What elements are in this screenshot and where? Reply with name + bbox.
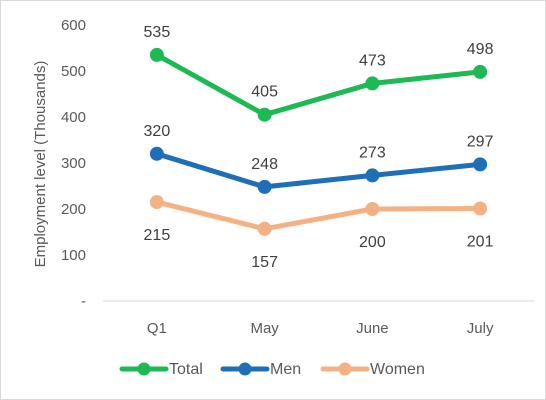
series-line-men — [154, 151, 483, 190]
point-men-q1 — [149, 146, 164, 161]
series-line-women — [154, 199, 483, 232]
legend-marker-total — [137, 362, 151, 376]
y-tick-label-500: 500 — [61, 63, 86, 80]
y-tick-label-300: 300 — [61, 155, 86, 172]
y-tick-label-100: 100 — [61, 247, 86, 264]
x-tick-label-q1: Q1 — [147, 320, 167, 337]
y-tick-label-: - — [81, 293, 86, 310]
y-axis-title: Employment level (Thousands) — [32, 61, 49, 268]
data-label-men-q1: 320 — [144, 123, 171, 140]
point-men-june — [365, 168, 380, 183]
point-total-june — [365, 76, 380, 91]
point-women-june — [365, 202, 380, 216]
point-women-q1 — [149, 195, 164, 210]
data-label-total-may: 405 — [251, 84, 278, 101]
data-label-women-july: 201 — [467, 234, 494, 251]
data-label-women-june: 200 — [359, 234, 386, 251]
legend-label-men: Men — [270, 361, 301, 378]
y-tick-label-600: 600 — [61, 17, 86, 34]
series-layer: 535 405 473 498 320 248 273 297 215 157 200 201 — [144, 24, 494, 271]
data-label-men-may: 248 — [251, 156, 278, 173]
series-line-total — [154, 52, 483, 118]
legend: Total Men Women — [119, 361, 425, 378]
point-men-july — [473, 157, 488, 172]
legend-marker-men — [238, 362, 252, 376]
y-axis: - 100 200 300 400 500 600 — [61, 17, 86, 310]
data-label-women-q1: 215 — [144, 227, 171, 244]
x-axis: Q1 May June July — [103, 300, 534, 337]
point-total-q1 — [149, 47, 164, 62]
data-label-men-july: 297 — [467, 133, 494, 150]
x-tick-label-june: June — [356, 320, 389, 337]
legend-label-total: Total — [169, 361, 203, 378]
legend-marker-women — [338, 362, 352, 376]
data-label-total-june: 473 — [359, 52, 386, 69]
data-label-total-q1: 535 — [144, 24, 171, 41]
legend-label-women: Women — [370, 361, 425, 378]
y-tick-label-400: 400 — [61, 109, 86, 126]
x-tick-label-july: July — [467, 320, 494, 337]
point-total-july — [473, 64, 488, 79]
y-tick-label-200: 200 — [61, 201, 86, 218]
point-women-may — [257, 221, 272, 236]
data-label-women-may: 157 — [251, 254, 278, 271]
x-tick-label-may: May — [250, 320, 279, 337]
data-label-men-june: 273 — [359, 144, 386, 161]
point-total-may — [257, 107, 272, 122]
point-men-may — [257, 179, 272, 194]
point-women-july — [473, 201, 488, 216]
data-label-total-july: 498 — [467, 41, 494, 58]
